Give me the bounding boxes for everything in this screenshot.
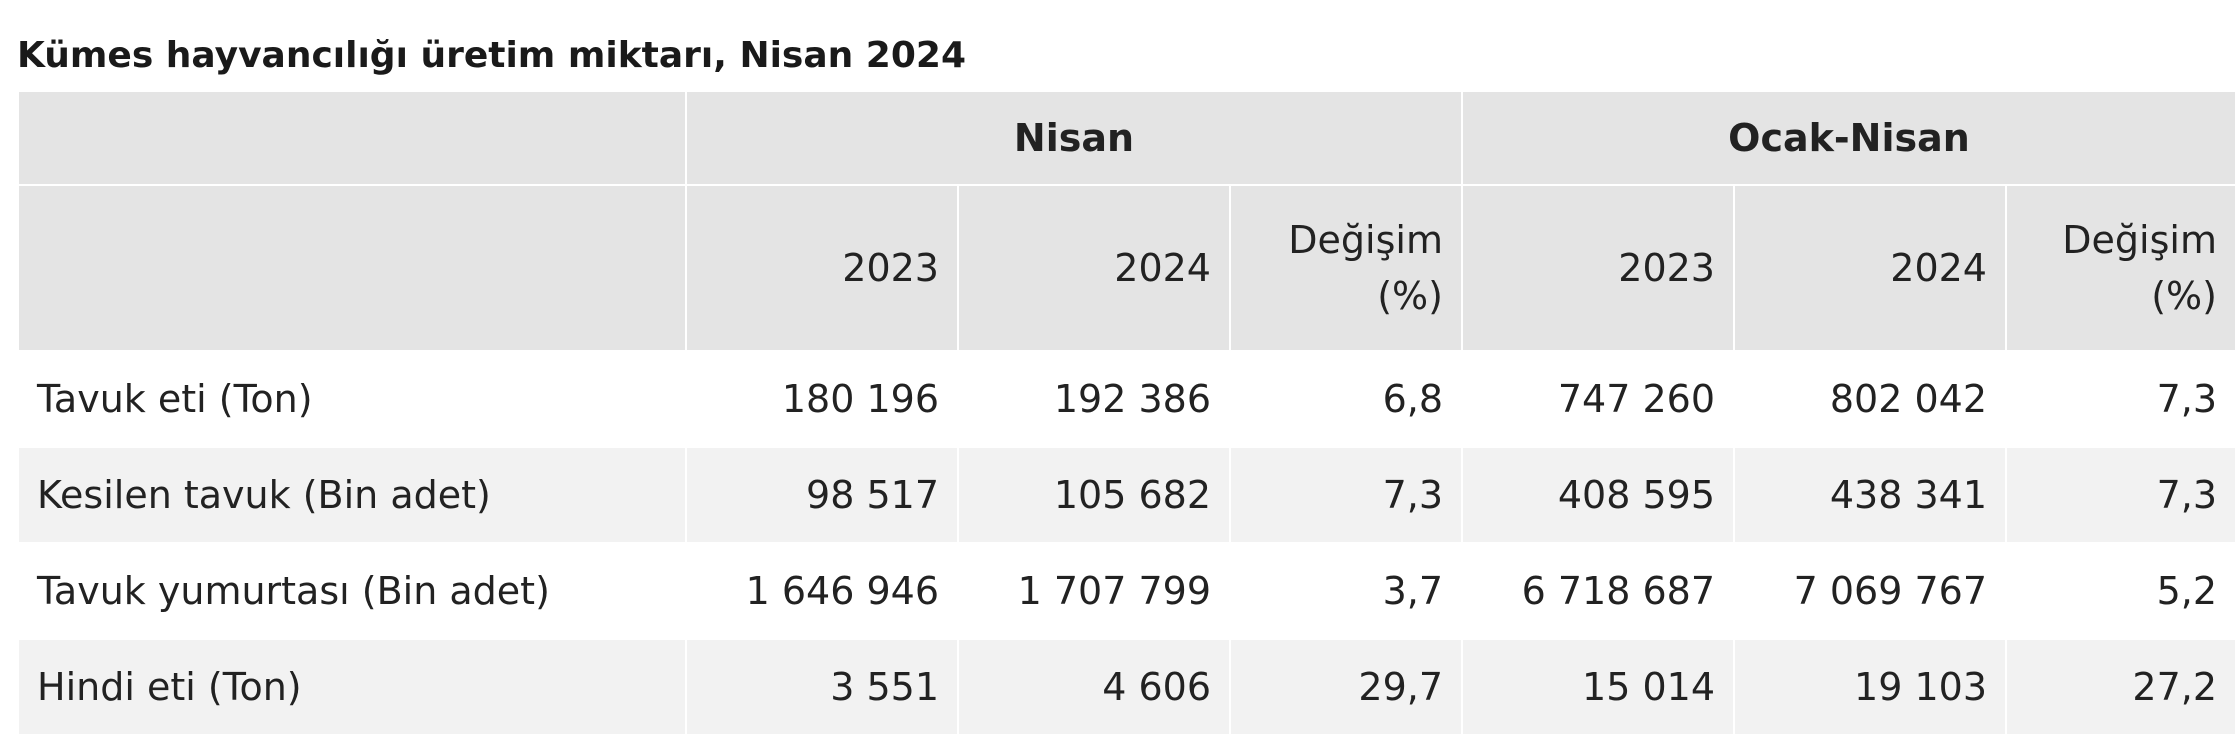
cell-nisan-2024: 105 682 [957, 446, 1231, 544]
cell-nisan-2024: 192 386 [957, 350, 1231, 448]
table-title: Kümes hayvancılığı üretim miktarı, Nisan… [17, 35, 966, 76]
poultry-production-section: Kümes hayvancılığı üretim miktarı, Nisan… [17, 26, 2237, 736]
row-label: Tavuk eti (Ton) [17, 350, 687, 448]
header-empty-cell [17, 90, 687, 186]
header-ocak-nisan-2024: 2024 [1733, 184, 2007, 352]
table-row: Tavuk eti (Ton) 180 196 192 386 6,8 747 … [17, 350, 2237, 448]
cell-nisan-2023: 3 551 [685, 638, 959, 736]
cell-ocak-nisan-2024: 7 069 767 [1733, 542, 2007, 640]
cell-ocak-nisan-2023: 408 595 [1461, 446, 1735, 544]
cell-nisan-2023: 180 196 [685, 350, 959, 448]
cell-nisan-2023: 1 646 946 [685, 542, 959, 640]
cell-nisan-change: 3,7 [1229, 542, 1463, 640]
group-header-ocak-nisan: Ocak-Nisan [1461, 90, 2237, 186]
cell-ocak-nisan-2024: 802 042 [1733, 350, 2007, 448]
cell-nisan-change: 7,3 [1229, 446, 1463, 544]
table-row: Kesilen tavuk (Bin adet) 98 517 105 682 … [17, 446, 2237, 544]
header-ocak-nisan-change: Değişim (%) [2005, 184, 2237, 352]
cell-ocak-nisan-2023: 15 014 [1461, 638, 1735, 736]
header-change-label: Değişim [2062, 218, 2217, 262]
group-header-row: Nisan Ocak-Nisan [17, 90, 2237, 186]
sub-header-empty-cell [17, 184, 687, 352]
table-row: Hindi eti (Ton) 3 551 4 606 29,7 15 014 … [17, 638, 2237, 736]
header-change-unit: (%) [1377, 274, 1443, 318]
cell-ocak-nisan-change: 7,3 [2005, 446, 2237, 544]
cell-ocak-nisan-change: 5,2 [2005, 542, 2237, 640]
cell-nisan-2024: 1 707 799 [957, 542, 1231, 640]
header-nisan-2024: 2024 [957, 184, 1231, 352]
cell-nisan-change: 29,7 [1229, 638, 1463, 736]
row-label: Kesilen tavuk (Bin adet) [17, 446, 687, 544]
cell-ocak-nisan-change: 7,3 [2005, 350, 2237, 448]
row-label: Tavuk yumurtası (Bin adet) [17, 542, 687, 640]
cell-ocak-nisan-2023: 6 718 687 [1461, 542, 1735, 640]
cell-nisan-change: 6,8 [1229, 350, 1463, 448]
cell-ocak-nisan-2024: 19 103 [1733, 638, 2007, 736]
cell-ocak-nisan-2023: 747 260 [1461, 350, 1735, 448]
cell-nisan-2023: 98 517 [685, 446, 959, 544]
header-nisan-change: Değişim (%) [1229, 184, 1463, 352]
header-nisan-2023: 2023 [685, 184, 959, 352]
row-label: Hindi eti (Ton) [17, 638, 687, 736]
sub-header-row: 2023 2024 Değişim (%) 2023 2024 Değişim … [17, 184, 2237, 352]
cell-ocak-nisan-2024: 438 341 [1733, 446, 2007, 544]
table-row: Tavuk yumurtası (Bin adet) 1 646 946 1 7… [17, 542, 2237, 640]
group-header-nisan: Nisan [685, 90, 1463, 186]
header-change-unit: (%) [2151, 274, 2217, 318]
production-table: Nisan Ocak-Nisan 2023 2024 Değişim (%) 2… [17, 90, 2237, 736]
header-ocak-nisan-2023: 2023 [1461, 184, 1735, 352]
header-change-label: Değişim [1288, 218, 1443, 262]
cell-ocak-nisan-change: 27,2 [2005, 638, 2237, 736]
cell-nisan-2024: 4 606 [957, 638, 1231, 736]
